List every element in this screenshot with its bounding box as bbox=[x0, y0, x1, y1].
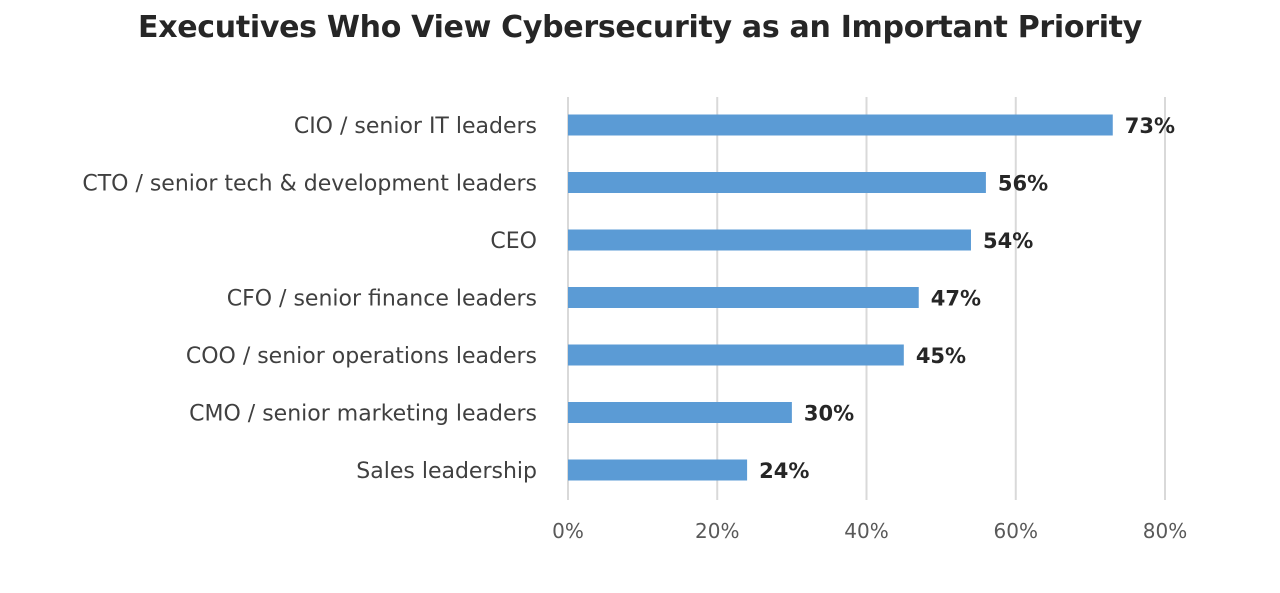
category-label: CIO / senior IT leaders bbox=[294, 114, 537, 139]
x-tick-label: 0% bbox=[552, 519, 584, 543]
bar bbox=[568, 172, 986, 193]
data-label: 54% bbox=[983, 229, 1033, 253]
data-label: 30% bbox=[804, 402, 854, 426]
x-tick-label: 40% bbox=[844, 519, 888, 543]
bar bbox=[568, 344, 904, 366]
data-label: 73% bbox=[1125, 114, 1175, 138]
x-tick-label: 20% bbox=[695, 519, 739, 543]
data-label: 24% bbox=[759, 459, 809, 483]
chart-title: Executives Who View Cybersecurity as an … bbox=[138, 10, 1142, 45]
data-label: 45% bbox=[916, 344, 966, 368]
category-label: Sales leadership bbox=[356, 459, 537, 484]
bar bbox=[568, 287, 919, 308]
x-tick-label: 60% bbox=[994, 519, 1038, 543]
data-label: 47% bbox=[931, 287, 981, 311]
category-label: CTO / senior tech & development leaders bbox=[82, 172, 537, 197]
category-label: COO / senior operations leaders bbox=[186, 344, 537, 369]
category-label: CEO bbox=[490, 229, 537, 254]
bar bbox=[568, 114, 1113, 136]
x-tick-label: 80% bbox=[1143, 519, 1187, 543]
category-label: CFO / senior finance leaders bbox=[227, 287, 537, 312]
bar bbox=[568, 402, 792, 423]
category-label: CMO / senior marketing leaders bbox=[189, 402, 537, 427]
data-label: 56% bbox=[998, 172, 1048, 196]
bar bbox=[568, 459, 748, 481]
bar bbox=[568, 229, 971, 251]
